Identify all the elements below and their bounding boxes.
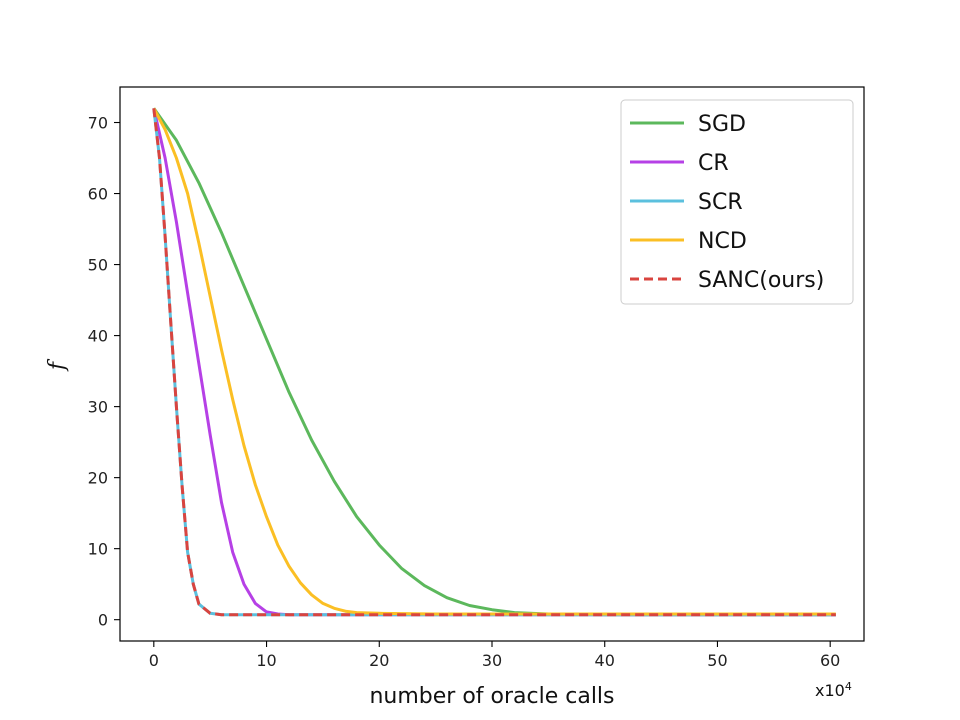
y-axis: 0 10 20 30 40 50 60 70: [88, 114, 120, 630]
legend-label: CR: [698, 151, 729, 176]
legend-label: NCD: [698, 229, 747, 254]
x-axis-multiplier-base: x10: [815, 681, 845, 700]
x-tick-label: 0: [149, 651, 159, 670]
legend-label: SGD: [698, 112, 746, 137]
x-tick-label: 60: [820, 651, 840, 670]
series-layer: [152, 107, 836, 617]
legend-box: [620, 99, 854, 305]
x-tick-label: 20: [369, 651, 389, 670]
x-tick-label: 10: [256, 651, 276, 670]
y-tick-label: 20: [88, 469, 108, 488]
legend-label: SANC(ours): [698, 268, 824, 293]
x-axis: 0 10 20 30 40 50 60: [149, 641, 840, 670]
y-tick-label: 70: [88, 114, 108, 133]
y-tick-label: 0: [98, 611, 108, 630]
y-tick-label: 50: [88, 256, 108, 275]
y-tick-label: 10: [88, 540, 108, 559]
x-axis-multiplier: x104: [815, 680, 852, 700]
legend-label: SCR: [698, 190, 743, 215]
series-line-sanc-ours: [152, 108, 836, 617]
y-tick-label: 60: [88, 185, 108, 204]
x-tick-label: 30: [482, 651, 502, 670]
y-tick-label: 30: [88, 398, 108, 417]
x-tick-label: 50: [707, 651, 727, 670]
y-tick-label: 40: [88, 327, 108, 346]
legend: SGD CR SCR NCD SANC(ours): [620, 99, 854, 305]
x-axis-label: number of oracle calls: [369, 684, 614, 709]
x-axis-multiplier-exponent: 4: [845, 680, 852, 693]
x-tick-label: 40: [595, 651, 615, 670]
series-line-ncd: [152, 107, 836, 616]
